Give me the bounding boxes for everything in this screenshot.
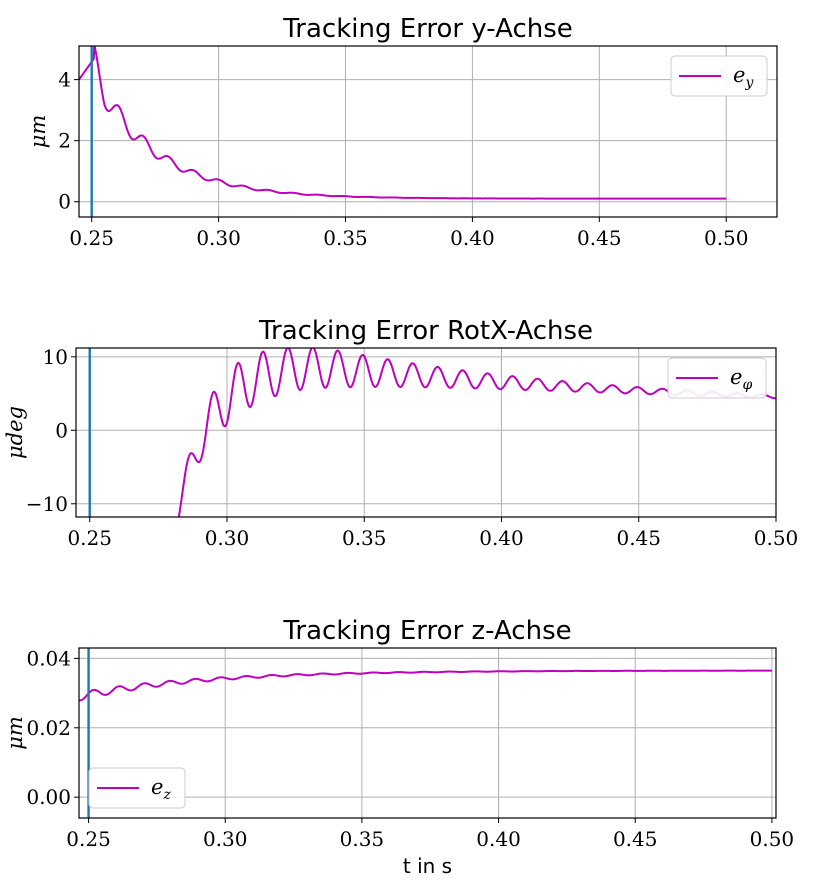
y-tick-label: 10 <box>43 345 68 369</box>
y-axis-label: μm <box>26 115 50 149</box>
x-tick-label: 0.35 <box>342 526 387 550</box>
y-tick-label: −10 <box>26 492 68 516</box>
x-tick-label: 0.45 <box>613 827 658 851</box>
x-tick-label: 0.45 <box>577 226 622 250</box>
x-axis-label: t in s <box>403 854 452 878</box>
axes-frame <box>75 347 777 518</box>
subplot-1: 0.25 0.30 0.35 0.40 0.45 0.50 0 2 4 Tracking Erro… <box>26 14 778 250</box>
subplot-2: 0.25 0.30 0.35 0.40 0.45 0.50 −10 0 10 Tracking E… <box>3 316 798 550</box>
x-tick-label: 0.45 <box>616 526 661 550</box>
subplot-3: 0.25 0.30 0.35 0.40 0.45 0.50 0.00 0.02 0.04 Trac… <box>3 616 794 878</box>
chart-title: Tracking Error RotX-Achse <box>258 316 593 346</box>
x-tick-label: 0.40 <box>450 226 495 250</box>
chart-title: Tracking Error y-Achse <box>282 14 573 44</box>
x-tick-label: 0.35 <box>323 226 368 250</box>
x-tick-label: 0.40 <box>476 827 521 851</box>
y-axis-label: μm <box>3 716 27 750</box>
y-tick-label: 0.00 <box>26 785 71 809</box>
series-line-e-z <box>79 669 773 702</box>
legend: ez <box>88 767 186 809</box>
legend: ey <box>670 55 768 97</box>
y-tick-label: 0.02 <box>26 716 71 740</box>
y-tick-label: 0 <box>55 418 68 442</box>
x-tick-label: 0.30 <box>205 526 250 550</box>
y-tick-label: 0 <box>58 190 71 214</box>
x-tick-label: 0.50 <box>754 526 799 550</box>
legend: eφ <box>667 357 767 399</box>
x-tick-label: 0.30 <box>203 827 248 851</box>
axes-frame <box>78 45 778 218</box>
y-axis-label: μdeg <box>3 406 27 459</box>
axes-frame <box>78 647 777 819</box>
y-tick-label: 4 <box>58 68 71 92</box>
y-tick-label: 2 <box>58 129 71 153</box>
x-tick-label: 0.25 <box>69 226 114 250</box>
x-tick-label: 0.25 <box>66 827 111 851</box>
x-tick-label: 0.50 <box>704 226 749 250</box>
x-tick-label: 0.50 <box>750 827 795 851</box>
x-tick-label: 0.30 <box>196 226 241 250</box>
y-tick-label: 0.04 <box>26 646 71 670</box>
chart-title: Tracking Error z-Achse <box>282 616 571 646</box>
series-line-e-y <box>79 46 727 200</box>
x-tick-label: 0.40 <box>479 526 524 550</box>
x-tick-label: 0.25 <box>67 526 112 550</box>
x-tick-label: 0.35 <box>340 827 385 851</box>
